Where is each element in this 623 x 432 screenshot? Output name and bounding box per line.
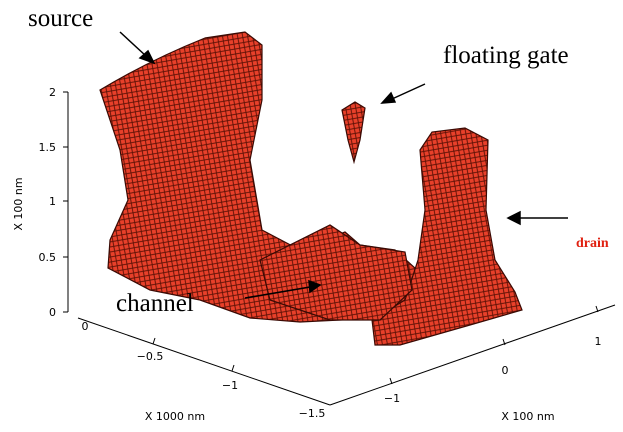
annotation: drain	[576, 236, 609, 251]
tick-label: 0	[49, 306, 56, 319]
annotation: channel	[116, 290, 194, 317]
tick-label: 1	[49, 195, 56, 208]
figure: source floating gate channel drain 0 0.5…	[0, 0, 623, 432]
tick-label: 1	[595, 335, 602, 348]
tick-label: 0	[502, 364, 509, 377]
axis-label: X 100 nm	[12, 177, 25, 230]
annotation: source	[28, 5, 93, 32]
annotation: floating gate	[443, 42, 569, 69]
tick-label: −1.5	[299, 407, 326, 420]
axis-label: X 1000 nm	[145, 410, 205, 423]
tick-label: 1.5	[39, 141, 57, 154]
tick-label: −0.5	[137, 350, 164, 363]
tick-label: 0	[82, 320, 89, 333]
axis-label: X 100 nm	[501, 410, 554, 423]
tick-label: −1	[384, 392, 400, 405]
tick-label: 0.5	[39, 251, 57, 264]
tick-label: −1	[222, 379, 238, 392]
tick-label: 2	[49, 86, 56, 99]
